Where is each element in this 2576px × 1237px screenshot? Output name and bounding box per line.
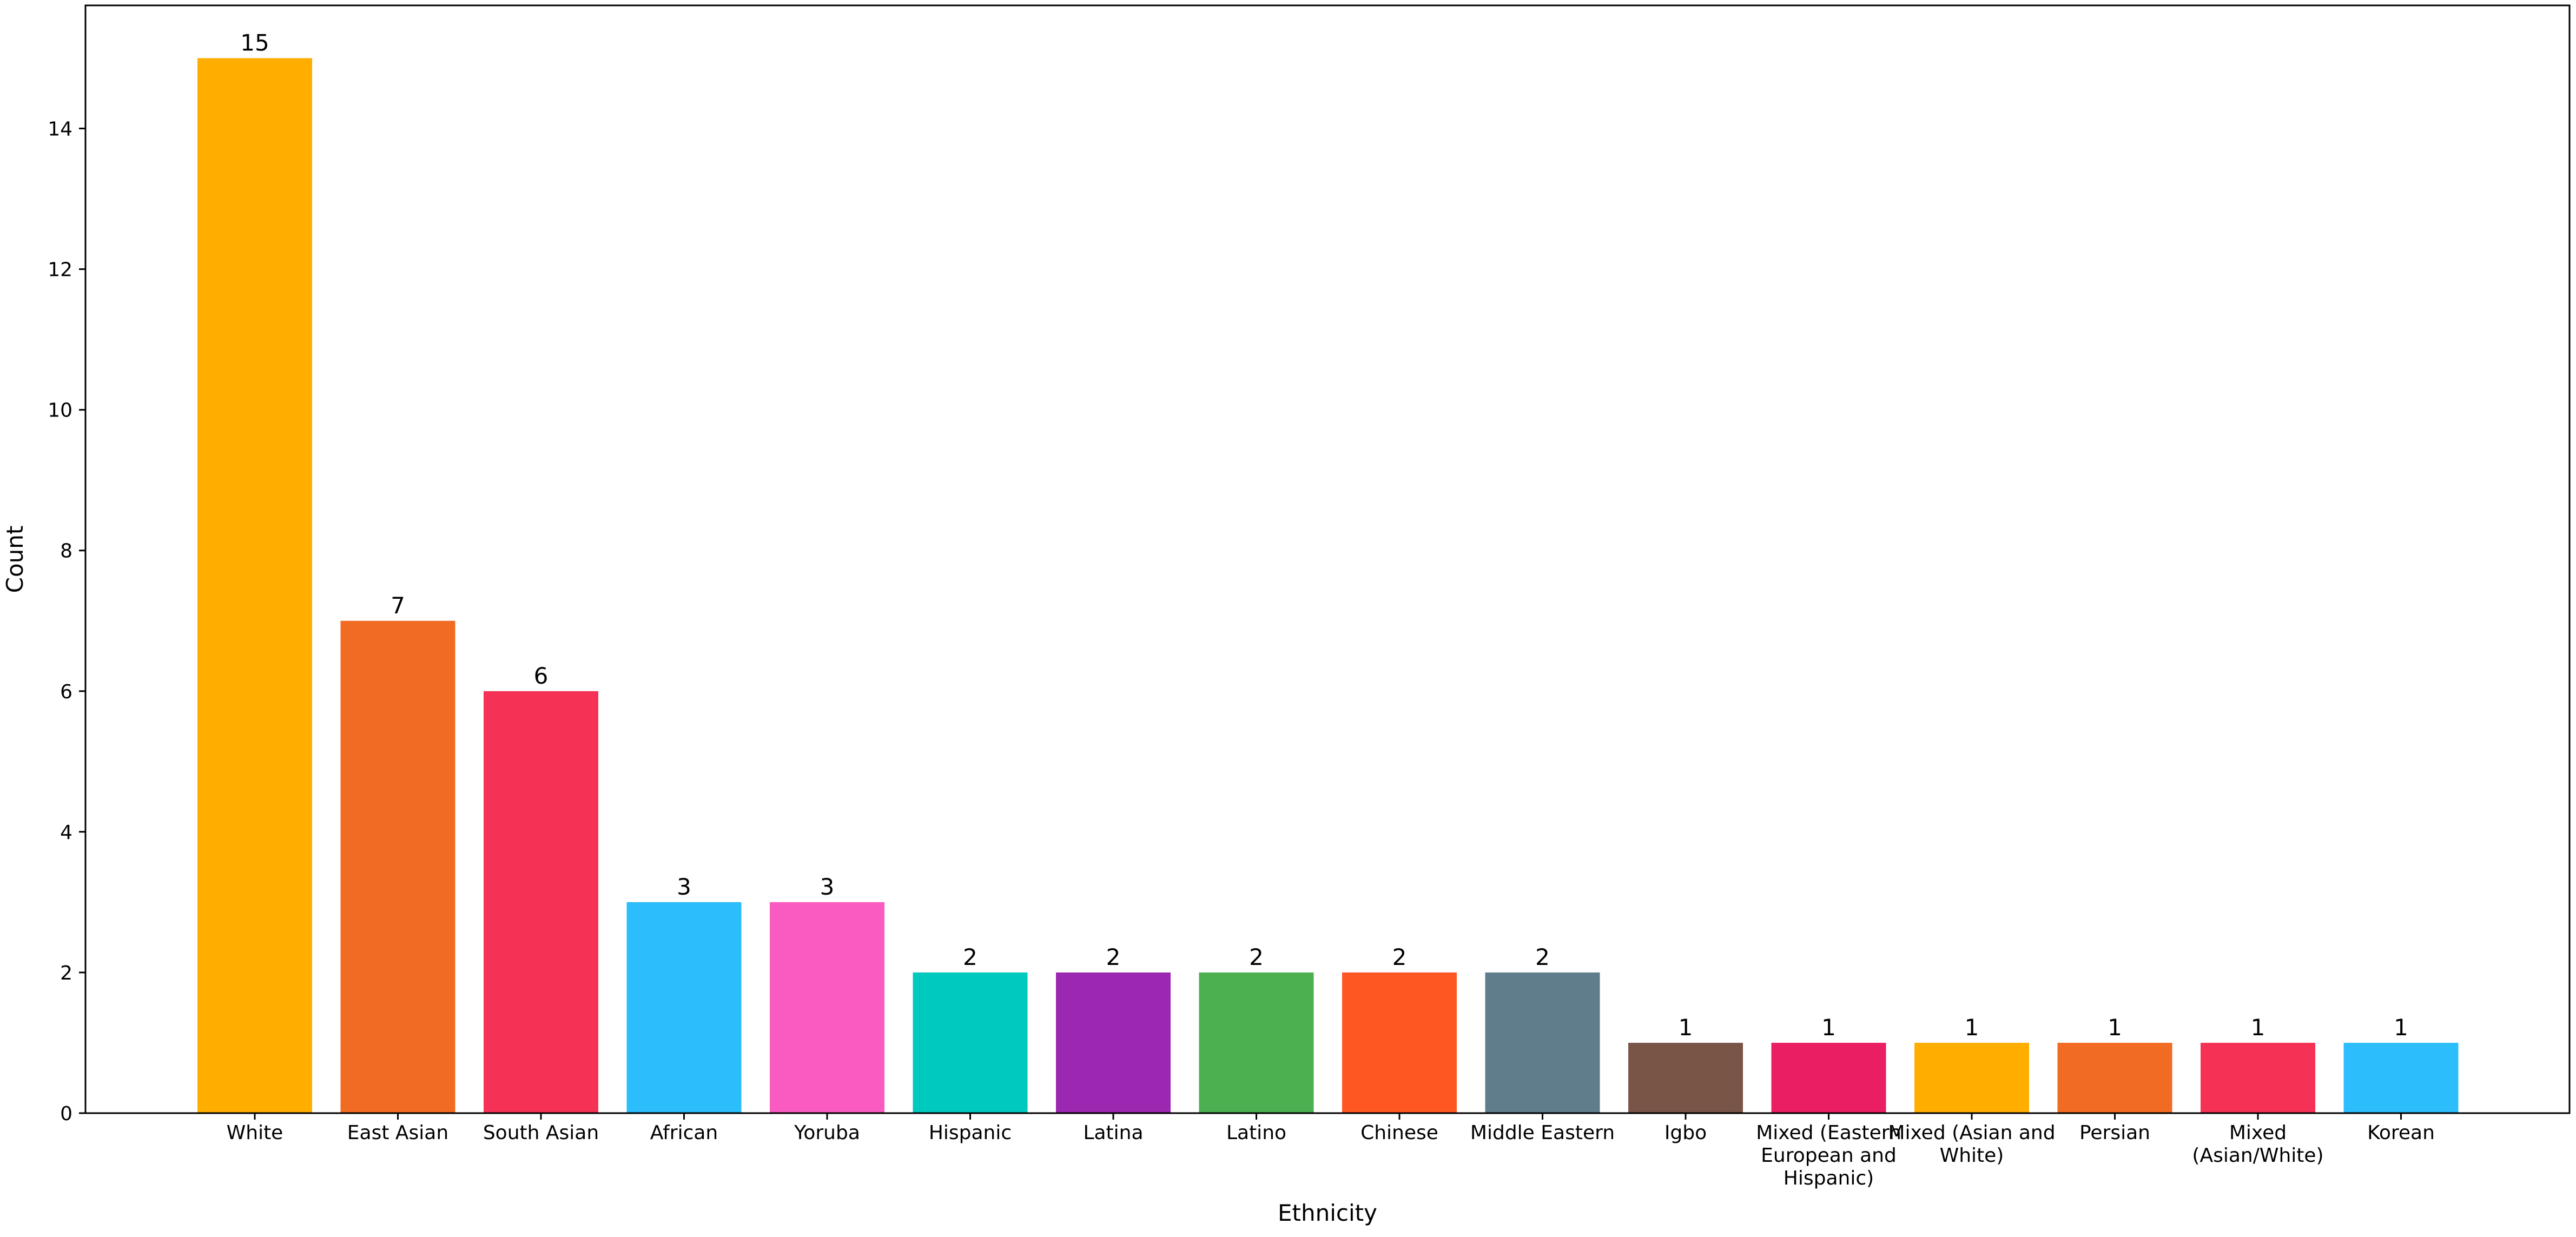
y-tick-label: 6 bbox=[60, 681, 72, 703]
bar-value-label: 6 bbox=[534, 663, 549, 689]
bar-value-label: 15 bbox=[240, 30, 269, 56]
bar-value-label: 1 bbox=[2108, 1014, 2122, 1041]
x-tick-label: White bbox=[227, 1122, 283, 1144]
y-tick-label: 12 bbox=[48, 259, 72, 281]
x-tick-label: East Asian bbox=[347, 1122, 448, 1144]
x-tick-label: Hispanic bbox=[929, 1122, 1012, 1144]
y-tick-label: 10 bbox=[48, 400, 72, 422]
bar bbox=[1342, 972, 1457, 1113]
bars-group bbox=[197, 58, 2459, 1114]
bar-value-label: 3 bbox=[820, 874, 835, 900]
bar bbox=[1056, 972, 1171, 1113]
bar bbox=[197, 58, 312, 1114]
x-tick-label: Yoruba bbox=[794, 1122, 860, 1144]
bar-value-label: 2 bbox=[1106, 944, 1121, 970]
bar bbox=[484, 691, 598, 1113]
bar bbox=[626, 902, 742, 1113]
x-tick-label: Latino bbox=[1226, 1122, 1286, 1144]
bar bbox=[2343, 1042, 2459, 1113]
bar-value-label: 2 bbox=[1249, 944, 1264, 970]
bar-value-label: 1 bbox=[2251, 1014, 2265, 1041]
bar bbox=[1485, 972, 1600, 1113]
bar bbox=[340, 620, 455, 1113]
bar-value-label: 2 bbox=[1535, 944, 1550, 970]
bar-value-label: 1 bbox=[1679, 1014, 1693, 1041]
bar bbox=[2057, 1042, 2172, 1113]
y-axis-label: Count bbox=[2, 526, 28, 593]
x-axis: White East Asian South Asian African Yoruba H… bbox=[227, 1113, 2435, 1189]
bar bbox=[1199, 972, 1314, 1113]
y-tick-label: 4 bbox=[60, 822, 72, 844]
bar bbox=[1914, 1042, 2029, 1113]
bar bbox=[1628, 1042, 1743, 1113]
x-tick-label: Mixed (Asian and White) bbox=[1888, 1122, 2055, 1167]
x-tick-label: Mixed (Asian/White) bbox=[2192, 1122, 2323, 1167]
x-tick-label: African bbox=[650, 1122, 718, 1144]
plot-frame bbox=[84, 4, 2571, 1114]
bar bbox=[770, 902, 884, 1113]
bar-value-label: 1 bbox=[1821, 1014, 1836, 1041]
y-tick-label: 2 bbox=[60, 962, 72, 984]
x-tick-label: South Asian bbox=[483, 1122, 599, 1144]
y-axis: 0 2 4 6 8 10 12 14 bbox=[48, 118, 85, 1125]
bar bbox=[913, 972, 1028, 1113]
bar-value-label: 1 bbox=[2394, 1014, 2408, 1041]
bar-value-label: 3 bbox=[677, 874, 691, 900]
value-labels-group: 15 7 6 3 3 2 2 2 2 2 1 1 1 1 1 1 bbox=[240, 30, 2408, 1041]
bar bbox=[2201, 1042, 2315, 1113]
x-tick-label: Persian bbox=[2079, 1122, 2150, 1144]
x-tick-label: Korean bbox=[2367, 1122, 2435, 1144]
bar-value-label: 2 bbox=[963, 944, 977, 970]
y-tick-label: 14 bbox=[48, 118, 72, 141]
bar-value-label: 1 bbox=[1965, 1014, 1979, 1041]
x-tick-label: Chinese bbox=[1360, 1122, 1438, 1144]
x-tick-label: Middle Eastern bbox=[1470, 1122, 1615, 1144]
bar bbox=[1771, 1042, 1886, 1113]
y-tick-label: 8 bbox=[60, 540, 72, 563]
x-tick-label: Mixed (Eastern European and Hispanic) bbox=[1756, 1122, 1901, 1189]
bar-value-label: 2 bbox=[1392, 944, 1407, 970]
x-axis-label: Ethnicity bbox=[1278, 1200, 1377, 1226]
y-tick-label: 0 bbox=[60, 1103, 72, 1125]
x-tick-label: Latina bbox=[1083, 1122, 1143, 1144]
x-tick-label: Igbo bbox=[1665, 1122, 1707, 1144]
bar-value-label: 7 bbox=[391, 592, 405, 619]
